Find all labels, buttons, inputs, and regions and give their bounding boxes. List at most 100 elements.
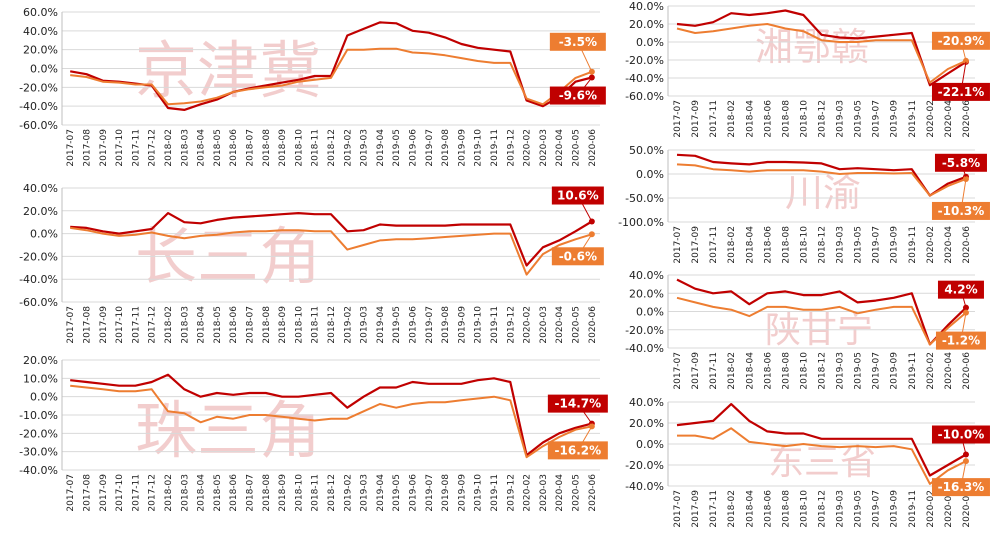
x-tick-label: 2019-11 xyxy=(490,129,500,167)
x-tick-label: 2017-12 xyxy=(148,129,158,167)
x-tick-label: 2020-02 xyxy=(926,490,936,528)
x-tick-label: 2020-03 xyxy=(539,129,549,167)
chart-watermark: 川渝 xyxy=(785,171,861,215)
x-tick-label: 2017-07 xyxy=(66,129,76,167)
x-tick-label: 2019-02 xyxy=(343,129,353,167)
x-tick-label: 2019-12 xyxy=(506,129,516,167)
x-tick-label: 2020-02 xyxy=(926,100,936,138)
chart-watermark: 陕甘宁 xyxy=(765,310,873,351)
x-tick-label: 2019-09 xyxy=(890,490,900,528)
x-tick-label: 2020-04 xyxy=(944,226,954,264)
callout-box xyxy=(934,153,987,172)
x-tick-label: 2018-02 xyxy=(727,490,737,528)
x-tick-label: 2018-02 xyxy=(727,100,737,138)
series-line-2 xyxy=(676,23,967,84)
x-tick-label: 2019-09 xyxy=(890,352,900,390)
series-line-2 xyxy=(677,427,967,485)
series-line-1 xyxy=(676,403,967,477)
x-tick-label: 2018-07 xyxy=(245,129,255,167)
x-tick-label: 2018-06 xyxy=(763,490,773,528)
x-tick-label: 2019-09 xyxy=(890,100,900,138)
x-tick-label: 2019-11 xyxy=(908,352,918,390)
callout-box xyxy=(547,394,608,413)
x-tick-label: 2018-10 xyxy=(799,226,809,264)
x-tick-label: 2018-08 xyxy=(781,226,791,264)
x-tick-label: 2018-12 xyxy=(818,352,828,390)
x-tick-label: 2018-10 xyxy=(294,129,304,167)
y-tick-label: -100.0% xyxy=(618,216,664,229)
x-tick-label: 2018-05 xyxy=(213,474,223,512)
series-line-1 xyxy=(676,9,967,87)
x-tick-label: 2017-09 xyxy=(99,129,109,167)
y-tick-label: -40.0% xyxy=(625,72,664,85)
x-tick-label: 2018-04 xyxy=(197,129,207,167)
x-tick-label: 2018-06 xyxy=(763,352,773,390)
chart-watermark: 东三省 xyxy=(768,442,876,483)
x-tick-label: 2018-02 xyxy=(164,129,174,167)
x-tick-label: 2019-04 xyxy=(376,129,386,167)
callout-label: -5.8% xyxy=(942,156,980,170)
series-line-2 xyxy=(70,384,592,459)
x-tick-label: 2017-11 xyxy=(709,352,719,390)
x-tick-label: 2018-02 xyxy=(727,352,737,390)
x-tick-label: 2018-06 xyxy=(229,129,239,167)
x-tick-label: 2018-09 xyxy=(278,306,288,344)
callout-label: -22.1% xyxy=(938,85,985,99)
chart-watermark: 京津冀 xyxy=(135,34,321,107)
series-line-2 xyxy=(676,296,967,346)
x-tick-label: 2019-11 xyxy=(908,226,918,264)
x-tick-label: 2019-06 xyxy=(409,129,419,167)
chart-panel-4: 湘鄂赣 40.0% 20.0% 0.0% -20.0% -40.0% -60.0% 2017-… xyxy=(625,0,990,138)
x-tick-label: 2019-09 xyxy=(457,306,467,344)
x-tick-label: 2020-04 xyxy=(944,100,954,138)
x-tick-label: 2019-03 xyxy=(836,100,846,138)
x-tick-label: 2019-05 xyxy=(392,129,402,167)
y-tick-label: 0.0% xyxy=(636,306,664,319)
x-tick-label: 2020-04 xyxy=(555,129,565,167)
x-tick-label: 2019-05 xyxy=(854,490,864,528)
series-line-1 xyxy=(70,212,593,267)
x-tick-label: 2018-12 xyxy=(327,306,337,344)
x-tick-label: 2020-02 xyxy=(926,352,936,390)
x-tick-label: 2020-02 xyxy=(523,474,533,512)
x-tick-label: 2018-03 xyxy=(180,129,190,167)
callout-label: 10.6% xyxy=(557,189,599,203)
chart-panel-1: 京津冀 60.0% 40.0% 20.0% 0.0% -20.0% -40.0% -60.0%… xyxy=(19,6,606,167)
x-tick-label: 2020-06 xyxy=(588,306,598,344)
x-tick-label: 2018-06 xyxy=(763,100,773,138)
x-tick-label: 2019-10 xyxy=(474,306,484,344)
x-tick-label: 2019-07 xyxy=(872,490,882,528)
y-tick-label: 20.0% xyxy=(23,44,58,57)
x-tick-label: 2017-08 xyxy=(82,129,92,167)
callout-box xyxy=(547,441,608,460)
x-tick-label: 2019-03 xyxy=(836,490,846,528)
y-tick-label: -60.0% xyxy=(19,296,58,309)
x-tick-label: 2018-04 xyxy=(197,474,207,512)
x-tick-label: 2018-10 xyxy=(799,352,809,390)
y-tick-label: 0.0% xyxy=(636,438,664,451)
x-tick-label: 2020-06 xyxy=(962,490,972,528)
x-tick-label: 2017-09 xyxy=(691,490,701,528)
x-tick-label: 2020-06 xyxy=(962,226,972,264)
y-tick-label: -40.0% xyxy=(625,342,664,355)
y-tick-label: -20.0% xyxy=(19,427,58,440)
y-tick-label: -60.0% xyxy=(625,90,664,103)
x-tick-label: 2020-05 xyxy=(572,306,582,344)
x-tick-label: 2019-06 xyxy=(409,306,419,344)
y-tick-label: -40.0% xyxy=(19,464,58,477)
x-tick-label: 2019-02 xyxy=(343,306,353,344)
x-tick-label: 2019-06 xyxy=(409,474,419,512)
x-tick-label: 2020-04 xyxy=(555,306,565,344)
callout-box xyxy=(931,478,990,497)
y-tick-label: 10.0% xyxy=(23,372,58,385)
callout-box xyxy=(935,331,986,350)
x-tick-label: 2018-10 xyxy=(294,474,304,512)
x-tick-label: 2017-09 xyxy=(99,306,109,344)
y-tick-label: -30.0% xyxy=(19,446,58,459)
callout-box xyxy=(549,86,606,105)
chart-panel-5: 川渝 50.0% 0.0% -50.0% -100.0% 2017-07 2017-09 20… xyxy=(618,144,990,264)
y-tick-label: 20.0% xyxy=(629,287,664,300)
x-tick-label: 2018-09 xyxy=(278,129,288,167)
callout-box xyxy=(549,32,606,51)
